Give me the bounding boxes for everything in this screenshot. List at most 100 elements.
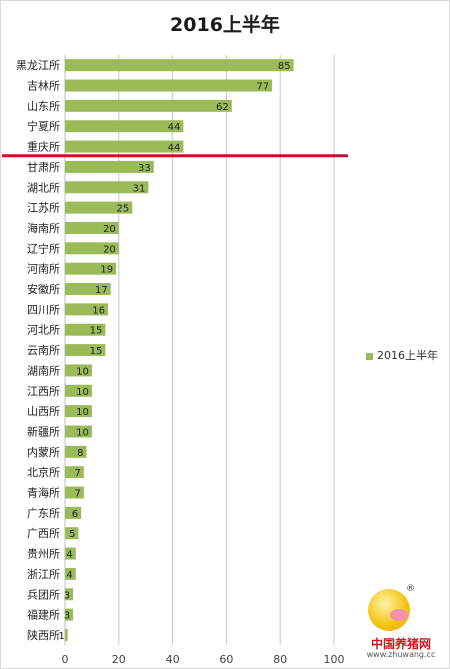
data-label: 10: [76, 387, 89, 398]
data-label: 15: [90, 346, 103, 357]
data-label: 44: [168, 143, 181, 154]
category-label: 贵州所: [27, 548, 60, 561]
category-label: 吉林所: [27, 79, 60, 93]
data-label: 17: [95, 285, 108, 296]
category-label: 陕西所: [27, 628, 60, 642]
bar: [65, 588, 74, 601]
category-label: 黑龙江所: [16, 59, 60, 72]
category-label: 湖南所: [27, 364, 60, 377]
bar: [65, 120, 184, 133]
category-label: 青海所: [27, 486, 60, 500]
registered-mark: ®: [406, 584, 415, 594]
data-label: 8: [77, 448, 83, 459]
logo-site-url: www.zhuwang.cc: [366, 650, 436, 659]
bar: [65, 364, 92, 377]
data-label: 31: [133, 183, 146, 194]
bar: [65, 567, 76, 580]
data-label: 4: [66, 570, 72, 581]
data-label: 44: [168, 122, 181, 133]
bar: [65, 242, 119, 255]
bar: [65, 79, 273, 92]
bar: [65, 160, 154, 173]
pig-mascot-icon: [368, 589, 410, 631]
data-label: 7: [74, 468, 80, 479]
category-label: 安徽所: [27, 282, 60, 296]
bar: [65, 384, 92, 397]
category-label: 山西所: [27, 405, 60, 418]
x-tick-label: 0: [62, 653, 69, 666]
bar: [65, 140, 184, 153]
category-label: 海南所: [27, 221, 60, 235]
legend: 2016上半年: [366, 347, 438, 363]
category-label: 辽宁所: [27, 241, 60, 255]
data-label: 25: [117, 204, 130, 215]
bar: [65, 201, 133, 214]
data-label: 16: [92, 305, 105, 316]
category-label: 浙江所: [27, 568, 60, 581]
data-label: 5: [69, 529, 75, 540]
legend-swatch: [366, 352, 373, 360]
data-label: 77: [256, 82, 269, 93]
bar: [65, 405, 92, 418]
data-label: 20: [103, 224, 116, 235]
bar: [65, 181, 149, 194]
bar: [65, 59, 294, 72]
bar: [65, 608, 74, 621]
category-label: 广东所: [27, 507, 60, 520]
bar: [65, 323, 106, 336]
category-label: 河北所: [27, 324, 60, 337]
bar: [65, 445, 87, 458]
category-label: 兵团所: [27, 588, 60, 601]
x-tick-label: 80: [273, 653, 287, 666]
bar: [65, 506, 82, 519]
data-label: 15: [90, 326, 103, 337]
bar: [65, 425, 92, 438]
data-label: 10: [76, 427, 89, 438]
bar: [65, 283, 111, 296]
category-label: 宁夏所: [27, 119, 60, 133]
data-label: 10: [76, 366, 89, 377]
category-label: 四川所: [27, 303, 60, 316]
category-label: 内蒙所: [27, 445, 60, 459]
category-label: 江苏所: [27, 202, 60, 215]
category-label: 广西所: [27, 527, 60, 540]
bar: [65, 628, 68, 641]
data-label: 10: [76, 407, 89, 418]
chart-title: 2016上半年: [170, 14, 280, 36]
pig-snout-icon: [390, 609, 408, 621]
x-tick-label: 100: [324, 653, 345, 666]
category-label: 福建所: [27, 608, 60, 622]
bar: [65, 262, 117, 275]
x-tick-label: 20: [112, 653, 126, 666]
bar: [65, 344, 106, 357]
bar: [65, 466, 84, 479]
data-label: 85: [278, 61, 291, 72]
x-tick-label: 40: [166, 653, 180, 666]
category-label: 山东所: [27, 100, 60, 113]
data-label: 4: [66, 550, 72, 561]
bar: [65, 486, 84, 499]
data-label: 3: [64, 611, 70, 622]
data-label: 6: [72, 509, 78, 520]
category-label: 北京所: [27, 465, 60, 479]
category-label: 重庆所: [27, 140, 60, 154]
data-label: 1: [58, 631, 64, 642]
bar: [65, 527, 79, 540]
data-label: 3: [64, 590, 70, 601]
category-label: 云南所: [27, 344, 60, 357]
data-label: 33: [138, 163, 151, 174]
category-label: 河南所: [27, 263, 60, 276]
data-label: 62: [216, 102, 229, 113]
data-label: 19: [100, 265, 113, 276]
logo-site-name: 中国养猪网: [370, 637, 431, 651]
category-label: 江西所: [27, 385, 60, 398]
data-label: 20: [103, 244, 116, 255]
bar: [65, 303, 109, 316]
category-label: 湖北所: [27, 181, 60, 194]
category-label: 甘肃所: [27, 161, 60, 174]
bar: [65, 99, 232, 112]
data-label: 7: [74, 489, 80, 500]
bar: [65, 221, 119, 234]
bar: [65, 547, 76, 560]
